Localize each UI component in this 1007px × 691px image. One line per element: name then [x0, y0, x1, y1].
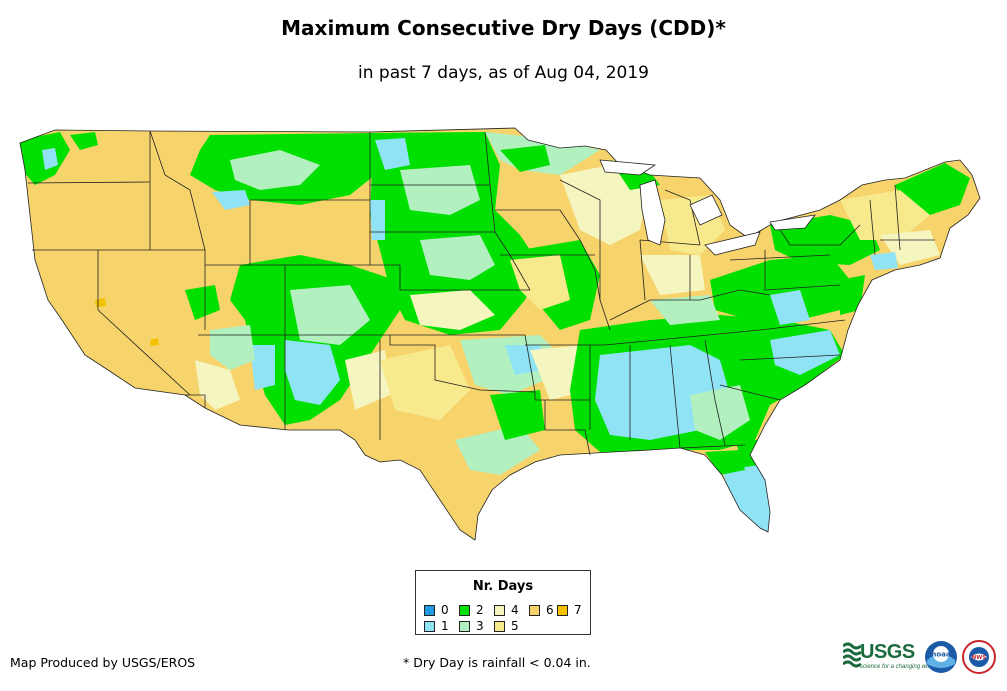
- legend-swatch-4: [494, 604, 505, 616]
- legend-label-1: 1: [441, 619, 449, 633]
- usgs-logo-text: USGS: [860, 641, 915, 663]
- legend-swatch-6: [529, 604, 540, 616]
- region-1-days: [285, 340, 340, 405]
- region-3-days: [400, 165, 480, 215]
- legend-swatch-0: [424, 604, 435, 616]
- region-3-days: [210, 325, 255, 370]
- map-title: Maximum Consecutive Dry Days (CDD)*: [281, 16, 726, 40]
- region-1-days: [375, 138, 410, 170]
- region-3-days: [650, 295, 720, 325]
- nws-logo-icon: NWS: [962, 640, 996, 674]
- legend-swatch-3: [459, 620, 470, 632]
- region-4-days: [345, 350, 390, 410]
- region-3-days: [230, 150, 320, 190]
- region-3-days: [690, 385, 750, 440]
- legend: Nr. Days 0 1 2 3 4 5 6 7: [415, 570, 591, 635]
- region-3-days: [420, 235, 495, 280]
- legend-label-2: 2: [476, 603, 484, 617]
- region-2-days: [710, 255, 850, 320]
- legend-item-0: 0: [424, 603, 449, 617]
- legend-swatch-1: [424, 620, 435, 632]
- noaa-logo-text: noaa: [931, 651, 951, 659]
- legend-item-1: 1: [424, 619, 449, 633]
- legend-item-4: 4: [494, 603, 519, 617]
- region-1-days: [870, 252, 898, 270]
- region-5-days: [510, 255, 570, 310]
- region-2-days: [705, 450, 745, 475]
- region-1-days: [722, 465, 772, 532]
- legend-swatch-7: [557, 604, 568, 616]
- region-2-days: [500, 145, 550, 172]
- legend-label-4: 4: [511, 603, 519, 617]
- region-3-days: [455, 425, 540, 475]
- region-5-days: [380, 345, 470, 420]
- region-1-days: [42, 148, 58, 170]
- region-2-days: [70, 132, 98, 150]
- region-1-days: [212, 190, 250, 210]
- legend-label-0: 0: [441, 603, 449, 617]
- legend-title: Nr. Days: [472, 579, 534, 594]
- region-4-days: [410, 290, 495, 330]
- legend-label-6: 6: [546, 603, 554, 617]
- region-1-days: [770, 330, 840, 375]
- region-2-days: [185, 285, 220, 320]
- usgs-tagline: science for a changing world: [860, 664, 937, 670]
- region-4-days: [640, 255, 705, 295]
- usgs-logo-icon: [843, 642, 861, 668]
- dry-day-footnote: * Dry Day is rainfall < 0.04 in.: [403, 655, 591, 670]
- legend-item-6: 6: [529, 603, 554, 617]
- legend-label-7: 7: [574, 603, 582, 617]
- legend-item-5: 5: [494, 619, 519, 633]
- legend-label-3: 3: [476, 619, 484, 633]
- legend-swatch-2: [459, 604, 470, 616]
- region-4-days: [195, 360, 240, 410]
- us-cdd-map: [19, 127, 981, 541]
- region-2-days: [490, 390, 545, 440]
- nws-logo-text: NWS: [972, 655, 987, 661]
- map-subtitle: in past 7 days, as of Aug 04, 2019: [358, 63, 649, 83]
- region-5-days: [840, 190, 930, 240]
- region-1-days: [770, 290, 810, 325]
- legend-item-3: 3: [459, 619, 484, 633]
- region-1-days: [250, 345, 275, 390]
- legend-swatch-5: [494, 620, 505, 632]
- region-2-days: [840, 275, 865, 315]
- legend-item-2: 2: [459, 603, 484, 617]
- map-credit: Map Produced by USGS/EROS: [10, 655, 196, 670]
- legend-item-7: 7: [557, 603, 582, 617]
- region-1-days: [370, 200, 385, 240]
- legend-label-5: 5: [511, 619, 519, 633]
- region-7-days: [150, 338, 159, 346]
- great-lakes: [599, 159, 816, 256]
- region-3-days: [290, 285, 370, 345]
- noaa-logo-icon: noaa: [925, 641, 957, 673]
